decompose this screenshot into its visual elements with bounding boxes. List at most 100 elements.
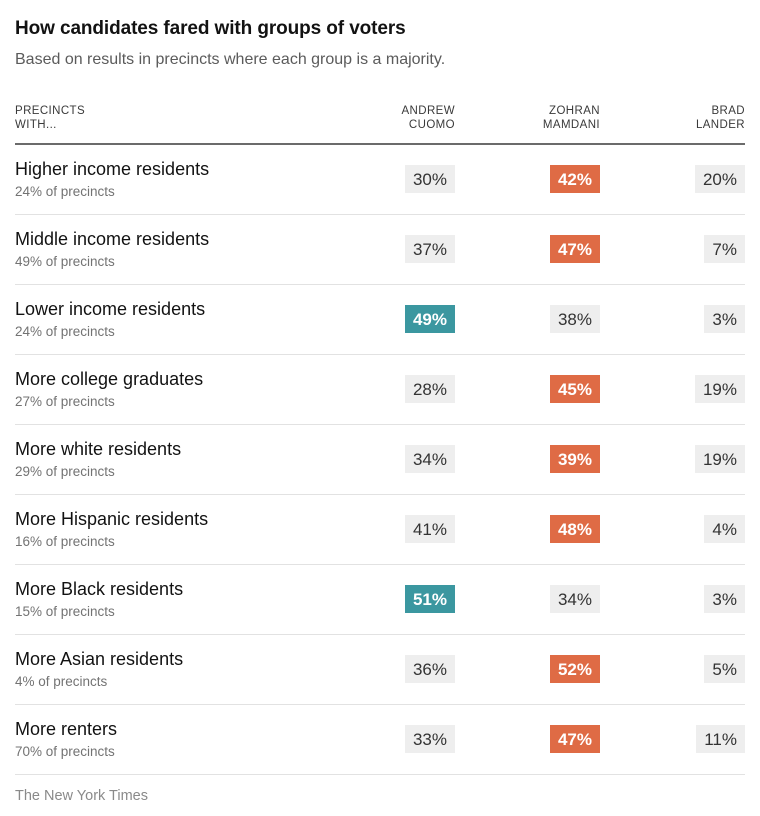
- winner-badge: 42%: [549, 165, 600, 194]
- value-cell: 19%: [600, 375, 745, 404]
- value-cell: 20%: [600, 165, 745, 194]
- value-cell: 7%: [600, 235, 745, 264]
- value-cell: 49%: [310, 305, 455, 334]
- value-cell: 48%: [455, 515, 600, 544]
- row-label-block: More white residents 29% of precincts: [15, 439, 310, 480]
- winner-badge: 51%: [404, 585, 455, 614]
- row-sublabel: 16% of precincts: [15, 534, 115, 550]
- winner-badge: 48%: [549, 515, 600, 544]
- value-badge: 20%: [694, 165, 745, 194]
- value-cell: 47%: [455, 235, 600, 264]
- value-badge: 30%: [404, 165, 455, 194]
- column-header-cuomo-line2: CUOMO: [408, 118, 455, 131]
- row-sublabel: 15% of precincts: [15, 604, 115, 620]
- column-header-lander-line2: LANDER: [695, 118, 745, 131]
- table-row: Lower income residents 24% of precincts 49…: [15, 285, 745, 355]
- page-title: How candidates fared with groups of vote…: [15, 18, 406, 39]
- value-cell: 47%: [455, 725, 600, 754]
- value-badge: 33%: [404, 725, 455, 754]
- row-sublabel: 24% of precincts: [15, 184, 115, 200]
- table-row: More college graduates 27% of precincts 28…: [15, 355, 745, 425]
- value-badge: 37%: [404, 235, 455, 264]
- row-label: More renters: [15, 718, 118, 739]
- winner-badge: 47%: [549, 725, 600, 754]
- winner-badge: 52%: [549, 655, 600, 684]
- value-cell: 5%: [600, 655, 745, 684]
- value-cell: 30%: [310, 165, 455, 194]
- value-cell: 34%: [310, 445, 455, 474]
- value-cell: 52%: [455, 655, 600, 684]
- value-badge: 5%: [704, 655, 745, 684]
- value-cell: 41%: [310, 515, 455, 544]
- table-row: More renters 70% of precincts 33% 47% 11%: [15, 705, 745, 775]
- value-cell: 42%: [455, 165, 600, 194]
- value-badge: 34%: [404, 445, 455, 474]
- winner-badge: 49%: [404, 305, 455, 334]
- value-cell: 3%: [600, 585, 745, 614]
- column-header-precincts-line2: WITH...: [15, 118, 57, 131]
- column-header-zohran-mamdani: ZOHRAN MAMDANI: [455, 105, 600, 133]
- table-row: Higher income residents 24% of precincts 3…: [15, 145, 745, 215]
- value-badge: 41%: [404, 515, 455, 544]
- row-sublabel: 27% of precincts: [15, 394, 115, 410]
- table-row: More Black residents 15% of precincts 51% 3…: [15, 565, 745, 635]
- row-sublabel: 24% of precincts: [15, 324, 115, 340]
- value-cell: 28%: [310, 375, 455, 404]
- table-header: PRECINCTS WITH... ANDREW CUOMO ZOHRAN MA…: [15, 105, 745, 145]
- row-label-block: Lower income residents 24% of precincts: [15, 299, 310, 340]
- table-row: More Hispanic residents 16% of precincts 4…: [15, 495, 745, 565]
- value-badge: 11%: [696, 725, 745, 754]
- value-cell: 45%: [455, 375, 600, 404]
- value-badge: 3%: [704, 305, 745, 334]
- value-badge: 34%: [549, 585, 600, 614]
- table-body: Higher income residents 24% of precincts 3…: [15, 145, 745, 775]
- column-header-precincts: PRECINCTS WITH...: [15, 105, 310, 133]
- value-badge: 28%: [404, 375, 455, 404]
- column-header-mamdani-line2: MAMDANI: [542, 118, 600, 131]
- column-header-lander-line1: BRAD: [711, 105, 745, 117]
- row-label-block: More renters 70% of precincts: [15, 719, 310, 760]
- value-cell: 36%: [310, 655, 455, 684]
- row-label: More Black residents: [15, 578, 184, 599]
- value-cell: 38%: [455, 305, 600, 334]
- source-credit: The New York Times: [15, 787, 148, 804]
- value-badge: 36%: [404, 655, 455, 684]
- table-row: Middle income residents 49% of precincts 3…: [15, 215, 745, 285]
- table-row: More white residents 29% of precincts 34% 3…: [15, 425, 745, 495]
- row-label: More college graduates: [15, 368, 204, 389]
- value-cell: 3%: [600, 305, 745, 334]
- table-row: More Asian residents 4% of precincts 36% 52…: [15, 635, 745, 705]
- value-cell: 19%: [600, 445, 745, 474]
- page-subtitle: Based on results in precincts where each…: [15, 51, 446, 68]
- row-label: More Asian residents: [15, 648, 184, 669]
- row-sublabel: 4% of precincts: [15, 674, 108, 690]
- row-label-block: More Asian residents 4% of precincts: [15, 649, 310, 690]
- row-label-block: More Hispanic residents 16% of precincts: [15, 509, 310, 550]
- winner-badge: 39%: [549, 445, 600, 474]
- value-badge: 38%: [549, 305, 600, 334]
- row-label-block: Higher income residents 24% of precincts: [15, 159, 310, 200]
- value-cell: 39%: [455, 445, 600, 474]
- value-badge: 3%: [704, 585, 745, 614]
- row-label-block: More Black residents 15% of precincts: [15, 579, 310, 620]
- value-cell: 4%: [600, 515, 745, 544]
- value-cell: 51%: [310, 585, 455, 614]
- value-cell: 34%: [455, 585, 600, 614]
- column-header-cuomo-line1: ANDREW: [401, 105, 455, 117]
- column-header-precincts-line1: PRECINCTS: [15, 105, 86, 117]
- row-label: More Hispanic residents: [15, 508, 209, 529]
- row-label: Lower income residents: [15, 298, 206, 319]
- row-sublabel: 29% of precincts: [15, 464, 115, 480]
- value-badge: 19%: [694, 445, 745, 474]
- row-label-block: Middle income residents 49% of precincts: [15, 229, 310, 270]
- row-label: Higher income residents: [15, 158, 210, 179]
- value-badge: 7%: [704, 235, 745, 264]
- row-sublabel: 70% of precincts: [15, 744, 115, 760]
- row-label: Middle income residents: [15, 228, 210, 249]
- winner-badge: 47%: [549, 235, 600, 264]
- winner-badge: 45%: [549, 375, 600, 404]
- column-header-brad-lander: BRAD LANDER: [600, 105, 745, 133]
- value-cell: 37%: [310, 235, 455, 264]
- row-label-block: More college graduates 27% of precincts: [15, 369, 310, 410]
